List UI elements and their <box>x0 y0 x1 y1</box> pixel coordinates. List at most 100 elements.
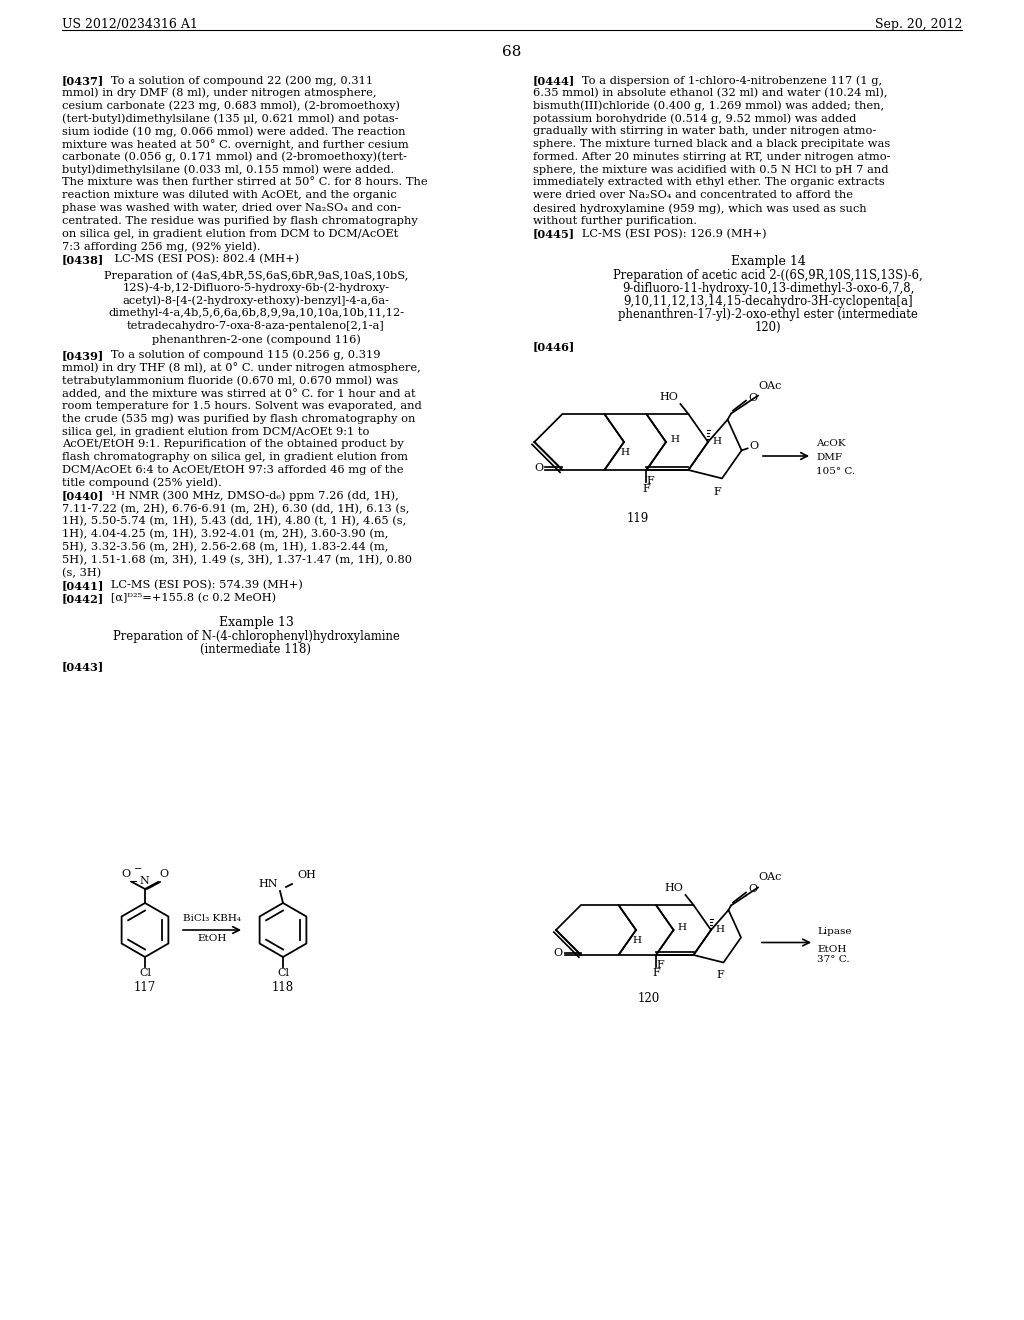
Text: cesium carbonate (223 mg, 0.683 mmol), (2-bromoethoxy): cesium carbonate (223 mg, 0.683 mmol), (… <box>62 100 400 111</box>
Text: (tert-butyl)dimethylsilane (135 μl, 0.621 mmol) and potas-: (tert-butyl)dimethylsilane (135 μl, 0.62… <box>62 114 398 124</box>
Text: BiCl₃ KBH₄: BiCl₃ KBH₄ <box>183 913 241 923</box>
Text: desired hydroxylamine (959 mg), which was used as such: desired hydroxylamine (959 mg), which wa… <box>534 203 866 214</box>
Text: US 2012/0234316 A1: US 2012/0234316 A1 <box>62 18 198 30</box>
Text: H: H <box>712 437 721 446</box>
Text: silica gel, in gradient elution from DCM/AcOEt 9:1 to: silica gel, in gradient elution from DCM… <box>62 426 370 437</box>
Text: −: − <box>134 865 142 874</box>
Text: on silica gel, in gradient elution from DCM to DCM/AcOEt: on silica gel, in gradient elution from … <box>62 228 398 239</box>
Text: centrated. The residue was purified by flash chromatography: centrated. The residue was purified by f… <box>62 215 418 226</box>
Text: [0438]: [0438] <box>62 255 104 265</box>
Text: dimethyl-4-a,4b,5,6,6a,6b,8,9,9a,10,10a,10b,11,12-: dimethyl-4-a,4b,5,6,6a,6b,8,9,9a,10,10a,… <box>108 309 404 318</box>
Text: (intermediate 118): (intermediate 118) <box>201 643 311 656</box>
Text: To a dispersion of 1-chloro-4-nitrobenzene 117 (1 g,: To a dispersion of 1-chloro-4-nitrobenze… <box>571 75 882 86</box>
Text: HN: HN <box>258 879 278 888</box>
Text: F: F <box>716 970 724 979</box>
Text: Preparation of N-(4-chlorophenyl)hydroxylamine: Preparation of N-(4-chlorophenyl)hydroxy… <box>113 630 399 643</box>
Text: 119: 119 <box>627 512 649 525</box>
Text: ¹H NMR (300 MHz, DMSO-d₆) ppm 7.26 (dd, 1H),: ¹H NMR (300 MHz, DMSO-d₆) ppm 7.26 (dd, … <box>100 491 398 502</box>
Text: O: O <box>121 869 130 879</box>
Text: mmol) in dry THF (8 ml), at 0° C. under nitrogen atmosphere,: mmol) in dry THF (8 ml), at 0° C. under … <box>62 363 421 374</box>
Text: Preparation of acetic acid 2-((6S,9R,10S,11S,13S)-6,: Preparation of acetic acid 2-((6S,9R,10S… <box>613 269 923 282</box>
Text: 117: 117 <box>134 981 156 994</box>
Text: sphere. The mixture turned black and a black precipitate was: sphere. The mixture turned black and a b… <box>534 139 890 149</box>
Text: 120): 120) <box>755 321 781 334</box>
Text: reaction mixture was diluted with AcOEt, and the organic: reaction mixture was diluted with AcOEt,… <box>62 190 396 201</box>
Text: 118: 118 <box>272 981 294 994</box>
Text: 1H), 4.04-4.25 (m, 1H), 3.92-4.01 (m, 2H), 3.60-3.90 (m,: 1H), 4.04-4.25 (m, 1H), 3.92-4.01 (m, 2H… <box>62 529 388 540</box>
Text: HO: HO <box>665 883 683 894</box>
Text: (s, 3H): (s, 3H) <box>62 568 101 578</box>
Text: 9,10,11,12,13,14,15-decahydro-3H-cyclopenta[a]: 9,10,11,12,13,14,15-decahydro-3H-cyclope… <box>624 294 912 308</box>
Text: [0446]: [0446] <box>534 342 575 352</box>
Text: immediately extracted with ethyl ether. The organic extracts: immediately extracted with ethyl ether. … <box>534 177 885 187</box>
Text: [0443]: [0443] <box>62 661 104 672</box>
Text: O: O <box>750 441 759 451</box>
Text: formed. After 20 minutes stirring at RT, under nitrogen atmo-: formed. After 20 minutes stirring at RT,… <box>534 152 891 162</box>
Text: [0445]: [0445] <box>534 228 575 240</box>
Text: F: F <box>652 969 659 978</box>
Text: 37° C.: 37° C. <box>817 956 850 965</box>
Text: were dried over Na₂SO₄ and concentrated to afford the: were dried over Na₂SO₄ and concentrated … <box>534 190 853 201</box>
Text: OAc: OAc <box>758 380 781 391</box>
Text: HO: HO <box>659 392 678 403</box>
Text: The mixture was then further stirred at 50° C. for 8 hours. The: The mixture was then further stirred at … <box>62 177 428 187</box>
Text: gradually with stirring in water bath, under nitrogen atmo-: gradually with stirring in water bath, u… <box>534 127 877 136</box>
Text: [α]ᴰ²⁵=+155.8 (c 0.2 MeOH): [α]ᴰ²⁵=+155.8 (c 0.2 MeOH) <box>100 593 276 603</box>
Text: carbonate (0.056 g, 0.171 mmol) and (2-bromoethoxy)(tert-: carbonate (0.056 g, 0.171 mmol) and (2-b… <box>62 152 407 162</box>
Text: 120: 120 <box>637 993 659 1006</box>
Text: [0442]: [0442] <box>62 593 104 605</box>
Text: butyl)dimethylsilane (0.033 ml, 0.155 mmol) were added.: butyl)dimethylsilane (0.033 ml, 0.155 mm… <box>62 165 394 176</box>
Text: tetrabutylammonium fluoride (0.670 ml, 0.670 mmol) was: tetrabutylammonium fluoride (0.670 ml, 0… <box>62 375 398 385</box>
Text: AcOK: AcOK <box>816 440 846 447</box>
Text: O: O <box>748 392 757 403</box>
Text: OH: OH <box>297 870 315 880</box>
Text: 7.11-7.22 (m, 2H), 6.76-6.91 (m, 2H), 6.30 (dd, 1H), 6.13 (s,: 7.11-7.22 (m, 2H), 6.76-6.91 (m, 2H), 6.… <box>62 503 410 513</box>
Text: O: O <box>554 948 563 958</box>
Text: DMF: DMF <box>816 453 842 462</box>
Text: EtOH: EtOH <box>198 935 226 942</box>
Text: the crude (535 mg) was purified by flash chromatography on: the crude (535 mg) was purified by flash… <box>62 413 416 424</box>
Text: 1H), 5.50-5.74 (m, 1H), 5.43 (dd, 1H), 4.80 (t, 1 H), 4.65 (s,: 1H), 5.50-5.74 (m, 1H), 5.43 (dd, 1H), 4… <box>62 516 407 527</box>
Text: phenanthren-17-yl)-2-oxo-ethyl ester (intermediate: phenanthren-17-yl)-2-oxo-ethyl ester (in… <box>618 308 918 321</box>
Text: room temperature for 1.5 hours. Solvent was evaporated, and: room temperature for 1.5 hours. Solvent … <box>62 401 422 411</box>
Text: sium iodide (10 mg, 0.066 mmol) were added. The reaction: sium iodide (10 mg, 0.066 mmol) were add… <box>62 127 406 137</box>
Text: potassium borohydride (0.514 g, 9.52 mmol) was added: potassium borohydride (0.514 g, 9.52 mmo… <box>534 114 856 124</box>
Text: mmol) in dry DMF (8 ml), under nitrogen atmosphere,: mmol) in dry DMF (8 ml), under nitrogen … <box>62 88 377 99</box>
Text: OAc: OAc <box>758 873 781 883</box>
Text: tetradecahydro-7-oxa-8-aza-pentaleno[2,1-a]: tetradecahydro-7-oxa-8-aza-pentaleno[2,1… <box>127 321 385 331</box>
Text: 9-difluoro-11-hydroxy-10,13-dimethyl-3-oxo-6,7,8,: 9-difluoro-11-hydroxy-10,13-dimethyl-3-o… <box>622 282 914 296</box>
Text: F: F <box>642 484 650 495</box>
Text: LC-MS (ESI POS): 574.39 (MH+): LC-MS (ESI POS): 574.39 (MH+) <box>100 581 303 590</box>
Text: LC-MS (ESI POS): 802.4 (MH+): LC-MS (ESI POS): 802.4 (MH+) <box>100 255 299 264</box>
Text: 12S)-4-b,12-Difluoro-5-hydroxy-6b-(2-hydroxy-: 12S)-4-b,12-Difluoro-5-hydroxy-6b-(2-hyd… <box>123 282 389 293</box>
Text: O: O <box>748 884 757 895</box>
Text: F: F <box>646 475 654 486</box>
Text: H: H <box>670 436 679 445</box>
Text: without further purification.: without further purification. <box>534 215 697 226</box>
Text: flash chromatography on silica gel, in gradient elution from: flash chromatography on silica gel, in g… <box>62 453 408 462</box>
Text: Example 13: Example 13 <box>218 616 294 628</box>
Text: DCM/AcOEt 6:4 to AcOEt/EtOH 97:3 afforded 46 mg of the: DCM/AcOEt 6:4 to AcOEt/EtOH 97:3 afforde… <box>62 465 403 475</box>
Text: Sep. 20, 2012: Sep. 20, 2012 <box>874 18 962 30</box>
Text: 6.35 mmol) in absolute ethanol (32 ml) and water (10.24 ml),: 6.35 mmol) in absolute ethanol (32 ml) a… <box>534 88 888 98</box>
Text: F: F <box>656 960 664 970</box>
Text: 68: 68 <box>503 45 521 59</box>
Text: EtOH: EtOH <box>817 945 847 953</box>
Text: Lipase: Lipase <box>817 927 852 936</box>
Text: added, and the mixture was stirred at 0° C. for 1 hour and at: added, and the mixture was stirred at 0°… <box>62 388 416 399</box>
Text: bismuth(III)chloride (0.400 g, 1.269 mmol) was added; then,: bismuth(III)chloride (0.400 g, 1.269 mmo… <box>534 100 884 111</box>
Text: To a solution of compound 115 (0.256 g, 0.319: To a solution of compound 115 (0.256 g, … <box>100 350 381 360</box>
Text: O: O <box>159 869 168 879</box>
Text: phase was washed with water, dried over Na₂SO₄ and con-: phase was washed with water, dried over … <box>62 203 401 213</box>
Text: [0440]: [0440] <box>62 491 104 502</box>
Text: O: O <box>535 463 543 473</box>
Text: [0444]: [0444] <box>534 75 575 86</box>
Text: H: H <box>678 924 686 932</box>
Text: phenanthren-2-one (compound 116): phenanthren-2-one (compound 116) <box>152 334 360 345</box>
Text: 7:3 affording 256 mg, (92% yield).: 7:3 affording 256 mg, (92% yield). <box>62 242 261 252</box>
Text: [0437]: [0437] <box>62 75 104 86</box>
Text: Example 14: Example 14 <box>730 255 806 268</box>
Text: H: H <box>715 925 724 935</box>
Text: AcOEt/EtOH 9:1. Repurification of the obtained product by: AcOEt/EtOH 9:1. Repurification of the ob… <box>62 440 403 449</box>
Text: Preparation of (4aS,4bR,5S,6aS,6bR,9aS,10aS,10bS,: Preparation of (4aS,4bR,5S,6aS,6bR,9aS,1… <box>103 271 409 281</box>
